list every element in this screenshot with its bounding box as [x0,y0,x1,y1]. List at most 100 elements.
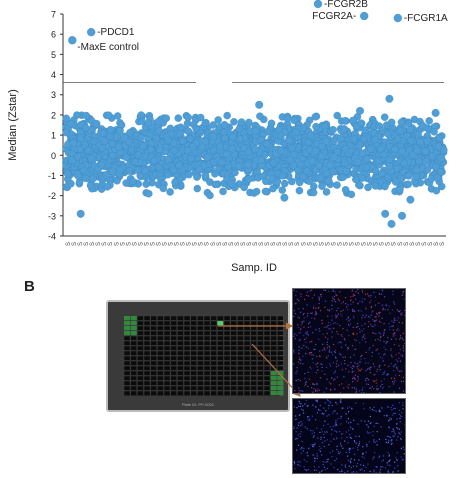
array-spot [380,386,381,387]
plate-well [277,391,283,395]
array-spot [300,421,301,422]
array-spot [399,388,400,389]
plate-well [277,361,283,365]
array-spot [398,345,399,346]
plate-well [264,341,270,345]
array-spot [394,432,395,433]
plate-well [164,341,170,345]
plate-well [197,356,203,360]
array-spot [372,431,373,432]
array-spot [396,366,397,367]
data-point [137,134,144,141]
array-spot [399,429,400,430]
plate-well [257,336,263,340]
array-spot [386,305,387,306]
plate-well [131,351,137,355]
plate-well [257,366,263,370]
data-point [348,191,355,198]
array-spot [387,436,388,437]
plate-well [204,316,210,320]
array-spot [343,376,344,377]
array-spot [396,423,397,424]
array-spot [327,399,328,400]
array-spot [362,454,363,455]
array-spot [396,427,397,428]
plate-well [151,316,157,320]
array-spot [355,299,356,300]
array-spot [350,437,351,438]
array-spot [295,439,296,440]
outlier-point [394,14,402,22]
array-spot [349,466,350,467]
array-spot [314,294,315,295]
array-spot [361,392,362,393]
array-spot [377,386,378,387]
data-point [73,111,80,118]
data-point [91,138,98,145]
array-spot [400,335,401,336]
plate-well [257,331,263,335]
array-spot [385,349,386,350]
plate-well [224,336,230,340]
plate-well [264,371,270,375]
array-spot [395,433,396,434]
array-spot [295,373,296,374]
array-spot [370,366,371,367]
array-spot [320,451,321,452]
array-spot [340,354,341,355]
array-spot [312,430,313,431]
array-spot [389,326,390,327]
plate-well [197,366,203,370]
data-point [185,128,192,135]
array-spot [383,354,384,355]
array-spot [353,302,354,303]
data-point [98,161,105,168]
array-spot [336,360,337,361]
array-spot [317,369,318,370]
plate-well [171,361,177,365]
array-spot [381,461,382,462]
array-spot [353,317,354,318]
plate-well [131,376,137,380]
array-spot [389,417,390,418]
array-spot [357,363,358,364]
plate-well [131,341,137,345]
data-point [413,173,420,180]
plate-well [277,356,283,360]
array-spot [379,332,380,333]
plate-well [171,366,177,370]
array-spot [315,391,316,392]
data-point [268,175,275,182]
array-spot [376,350,377,351]
array-spot [310,326,311,327]
plate-well [224,346,230,350]
plate-well [137,346,143,350]
array-spot [359,443,360,444]
array-spot [332,296,333,297]
array-spot [381,380,382,381]
array-spot [380,312,381,313]
array-spot [384,415,385,416]
data-points [62,95,447,228]
array-spot [319,472,320,473]
array-spot [329,401,330,402]
plate-well [251,321,257,325]
data-point [385,156,392,163]
array-spot [312,332,313,333]
array-spot [364,323,365,324]
array-spot [403,446,404,447]
array-spot [325,462,326,463]
plate-well [271,361,277,365]
array-spot [300,328,301,329]
array-spot [384,330,385,331]
plate-well [184,321,190,325]
data-point [367,145,374,152]
data-point [253,188,260,195]
plate-well [164,391,170,395]
plate-well [157,321,163,325]
array-spot [388,420,389,421]
plate-well [217,316,223,320]
array-spot [397,328,398,329]
array-spot [347,309,348,310]
array-spot [295,415,296,416]
